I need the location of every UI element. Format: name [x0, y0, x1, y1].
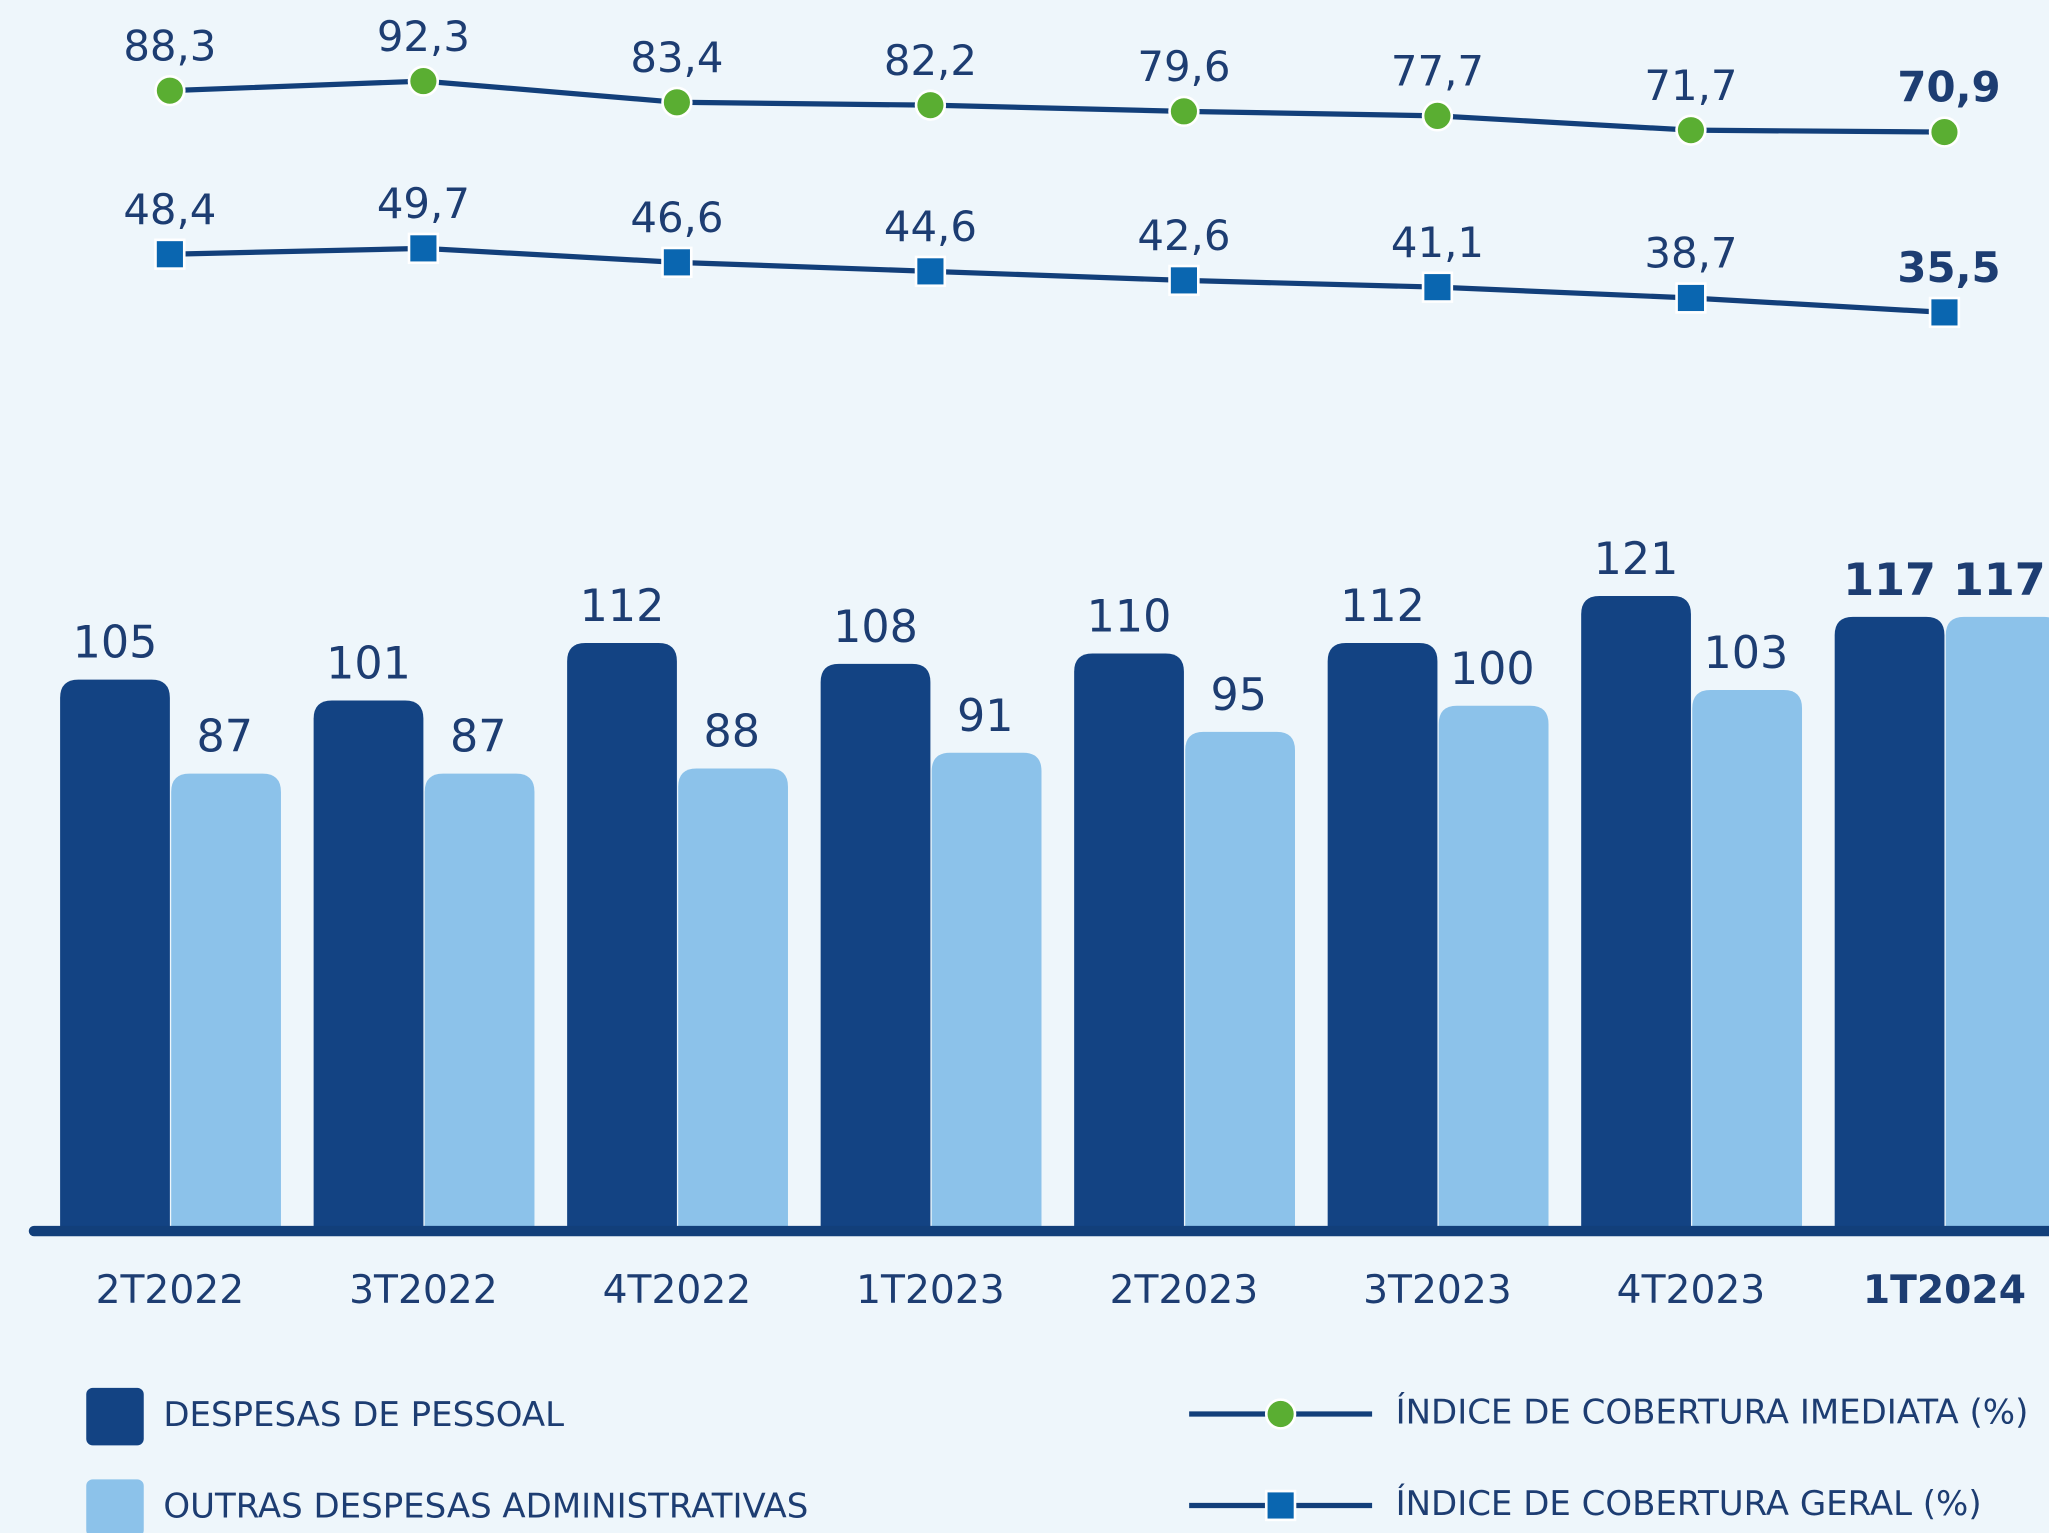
bar-value-label: 87 [450, 712, 507, 763]
line-value-label: 77,7 [1391, 47, 1484, 96]
line-value-label: 38,7 [1644, 229, 1737, 278]
marker [407, 65, 440, 97]
bar [313, 700, 424, 1229]
bar-value-label: 117 [1843, 555, 1936, 606]
line-value-label: 44,6 [884, 202, 977, 251]
bar-value-label: 105 [73, 618, 158, 669]
marker [661, 246, 693, 279]
x-tick-label: 1T2023 [856, 1268, 1005, 1313]
line-value-label: 42,6 [1137, 211, 1230, 260]
bar-value-label: 87 [197, 712, 254, 763]
line-value-label: 79,6 [1137, 42, 1230, 91]
bar [678, 768, 788, 1229]
legend-swatch [86, 1387, 144, 1446]
bar-value-label: 100 [1450, 644, 1535, 695]
bar-value-label: 91 [957, 691, 1014, 742]
marker [1928, 116, 1961, 148]
line-value-label: 49,7 [377, 179, 470, 228]
bar [1185, 731, 1295, 1229]
marker [154, 238, 186, 270]
line-value-label: 92,3 [377, 12, 470, 61]
bar-value-label: 121 [1594, 534, 1679, 585]
marker [1421, 100, 1454, 132]
line-value-label: 83,4 [630, 33, 723, 82]
x-tick-label: 4T2023 [1617, 1268, 1766, 1313]
bar [1945, 616, 2049, 1229]
line-value-label: 70,9 [1897, 63, 2000, 112]
bar [171, 773, 281, 1229]
line-value-label: 41,1 [1391, 218, 1484, 267]
marker [1675, 114, 1707, 146]
bar [424, 773, 535, 1229]
legend-marker [1264, 1489, 1297, 1522]
marker [914, 255, 947, 288]
bar [1327, 643, 1438, 1229]
x-tick-label: 2T2022 [96, 1268, 245, 1313]
x-tick-label: 3T2022 [349, 1268, 498, 1313]
bar [931, 752, 1042, 1229]
marker [914, 89, 947, 121]
bar [1581, 595, 1691, 1229]
line-value-label: 82,2 [884, 36, 977, 85]
line-value-label: 46,6 [630, 193, 723, 242]
bar-value-label: 101 [326, 639, 411, 690]
marker [1675, 282, 1707, 314]
marker [1168, 95, 1200, 128]
bar-value-label: 88 [704, 706, 761, 757]
bar [567, 643, 677, 1229]
marker [1168, 264, 1200, 297]
bar-value-label: 110 [1087, 591, 1172, 642]
line-value-label: 71,7 [1644, 61, 1737, 110]
bar [820, 663, 931, 1229]
marker [154, 74, 186, 107]
marker [1928, 296, 1961, 329]
x-tick-label: 2T2023 [1110, 1268, 1259, 1313]
bar [1692, 690, 1803, 1229]
bar-value-label: 95 [1211, 670, 1268, 721]
x-tick-label: 4T2022 [603, 1268, 752, 1313]
line [169, 245, 1945, 316]
legend-label: OUTRAS DESPESAS ADMINISTRATIVAS [163, 1487, 808, 1527]
legend-label: ÍNDICE DE COBERTURA IMEDIATA (%) [1396, 1391, 2029, 1432]
bar-value-label: 108 [833, 602, 918, 653]
legend-label: ÍNDICE DE COBERTURA GERAL (%) [1396, 1483, 1982, 1524]
bar [1438, 705, 1549, 1229]
line [169, 78, 1945, 135]
marker [1421, 271, 1454, 303]
bar-value-label: 103 [1703, 628, 1788, 679]
bar [60, 679, 170, 1229]
x-tick-label: 1T2024 [1863, 1268, 2026, 1313]
bar-value-label: 112 [1340, 581, 1425, 632]
legend-swatch [86, 1479, 144, 1533]
line-value-label: 88,3 [123, 21, 216, 70]
bar-value-label: 117 [1953, 555, 2046, 606]
bar [1074, 653, 1184, 1229]
marker [661, 86, 693, 118]
line-value-label: 35,5 [1897, 243, 2000, 292]
line-value-label: 48,4 [123, 185, 216, 234]
bar [1834, 616, 1945, 1229]
legend-label: DESPESAS DE PESSOAL [163, 1395, 564, 1435]
marker [407, 232, 440, 265]
x-tick-label: 3T2023 [1363, 1268, 1512, 1313]
bar-value-label: 112 [580, 581, 665, 632]
legend-marker [1264, 1398, 1297, 1430]
